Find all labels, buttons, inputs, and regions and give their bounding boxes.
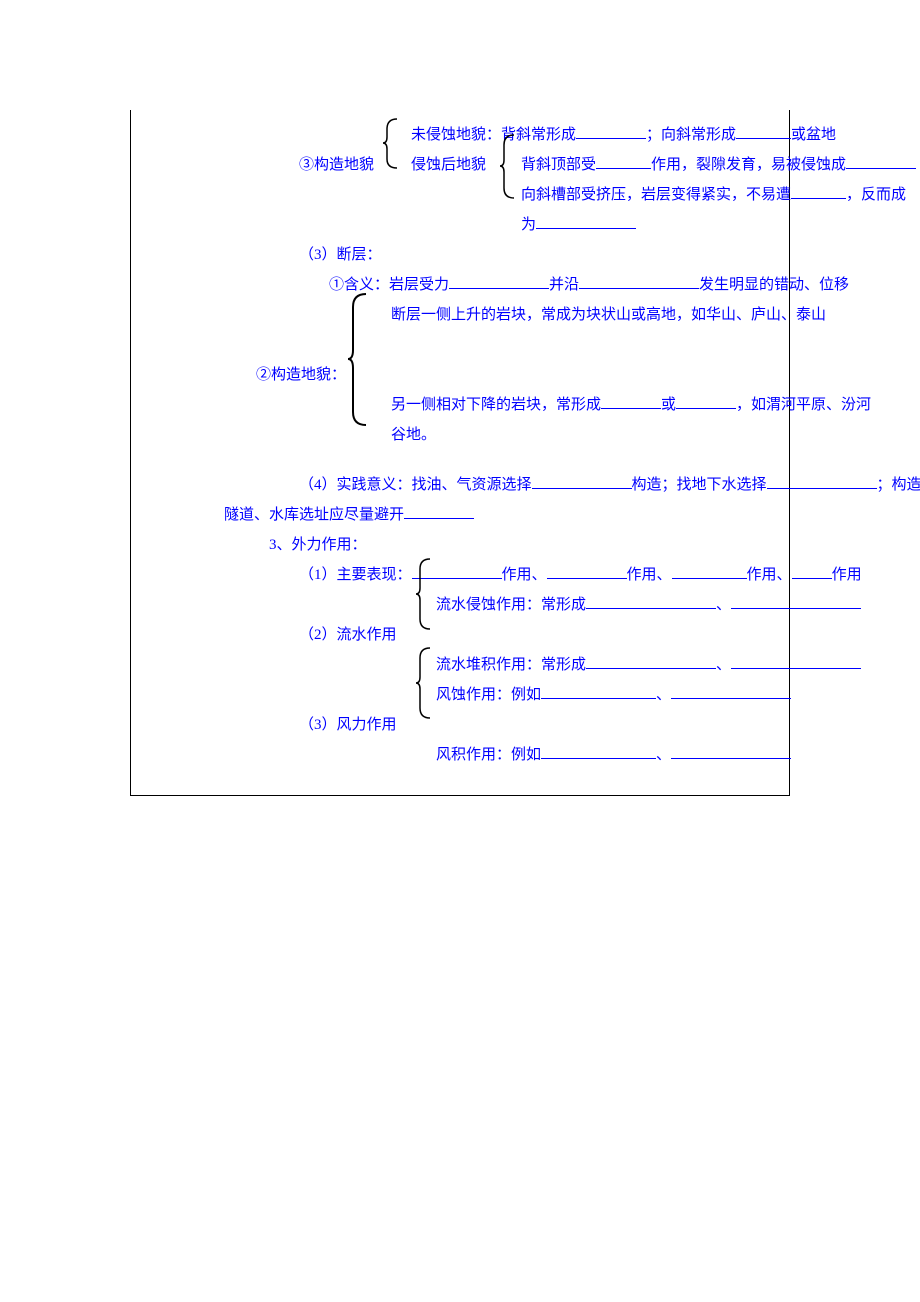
row-liushui-label: （2）流水作用 (131, 620, 789, 650)
row-liushui-2: 流水堆积作用：常形成、 (131, 650, 789, 680)
text-shijian2: 隧道、水库选址应尽量避开 (224, 500, 474, 530)
spacer-bottom (131, 770, 789, 785)
row-duanceng-sub1: 断层一侧上升的岩块，常成为块状山或高地，如华山、庐山、泰山 (131, 300, 789, 330)
text-qinshi: 流水侵蚀作用：常形成、 (436, 590, 861, 620)
row-gouzao-head: 未侵蚀地貌：背斜常形成；向斜常形成或盆地 (131, 120, 789, 150)
row-waili-head: 3、外力作用： (131, 530, 789, 560)
row-gouzao-sub2: 向斜槽部受挤压，岩层变得紧实，不易遭，反而成 (131, 180, 789, 210)
row-duanceng-head: （3）断层： (131, 240, 789, 270)
text-shijian: （4）实践意义：找油、气资源选择构造；找地下水选择；构造 (299, 470, 920, 500)
label-gouzao2: ②构造地貌： (256, 360, 346, 390)
row-duanceng-blank (131, 330, 789, 360)
row-duanceng-label2: ②构造地貌： (131, 360, 789, 390)
brace-icon (500, 133, 518, 200)
row-duanceng-1: ①含义：岩层受力并沿发生明显的错动、位移 (131, 270, 789, 300)
text-duiji: 流水堆积作用：常形成、 (436, 650, 861, 680)
row-gouzao-sub2b: 为 (131, 210, 789, 240)
row-duanceng-sub2b: 谷地。 (131, 420, 789, 450)
row-liushui-1: 流水侵蚀作用：常形成、 (131, 590, 789, 620)
brace-icon (416, 557, 434, 631)
content-box: 未侵蚀地貌：背斜常形成；向斜常形成或盆地 ③构造地貌 侵蚀后地貌 背斜顶部受作用… (130, 110, 790, 796)
label-eroded: 侵蚀后地貌 (411, 150, 486, 180)
row-fengli-2: 风积作用：例如、 (131, 740, 789, 770)
text-upblock: 断层一侧上升的岩块，常成为块状山或高地，如华山、庐山、泰山 (391, 300, 826, 330)
row-shijian: （4）实践意义：找油、气资源选择构造；找地下水选择；构造 (131, 470, 789, 500)
label-waili: 3、外力作用： (269, 530, 367, 560)
text-hanyi: ①含义：岩层受力并沿发生明显的错动、位移 (329, 270, 849, 300)
label-gouzao: ③构造地貌 (299, 150, 374, 180)
row-fengli-1: 风蚀作用：例如、 (131, 680, 789, 710)
row-shijian2: 隧道、水库选址应尽量避开 (131, 500, 789, 530)
text-uneroded: 未侵蚀地貌：背斜常形成；向斜常形成或盆地 (411, 120, 836, 150)
text-xiangxie-b: 为 (521, 210, 636, 240)
label-liushui: （2）流水作用 (299, 620, 397, 650)
brace-icon (416, 646, 434, 720)
text-downblock: 另一侧相对下降的岩块，常形成或，如渭河平原、汾河 (391, 390, 871, 420)
brace-icon (348, 292, 370, 427)
row-duanceng-sub2: 另一侧相对下降的岩块，常形成或，如渭河平原、汾河 (131, 390, 789, 420)
spacer (131, 450, 789, 470)
text-downblock-b: 谷地。 (391, 420, 436, 450)
row-fengli-label: （3）风力作用 (131, 710, 789, 740)
label-fengli: （3）风力作用 (299, 710, 397, 740)
row-gouzao-label: ③构造地貌 侵蚀后地貌 背斜顶部受作用，裂隙发育，易被侵蚀成 (131, 150, 789, 180)
text-xiangxie: 向斜槽部受挤压，岩层变得紧实，不易遭，反而成 (521, 180, 906, 210)
brace-icon (383, 117, 401, 170)
text-fengshi: 风蚀作用：例如、 (436, 680, 791, 710)
row-waili-1: （1）主要表现：作用、作用、作用、作用 (131, 560, 789, 590)
text-zhuyao: （1）主要表现：作用、作用、作用、作用 (299, 560, 862, 590)
text-fengji: 风积作用：例如、 (436, 740, 791, 770)
label-duanceng: （3）断层： (299, 240, 382, 270)
text-beixie-top: 背斜顶部受作用，裂隙发育，易被侵蚀成 (521, 150, 916, 180)
